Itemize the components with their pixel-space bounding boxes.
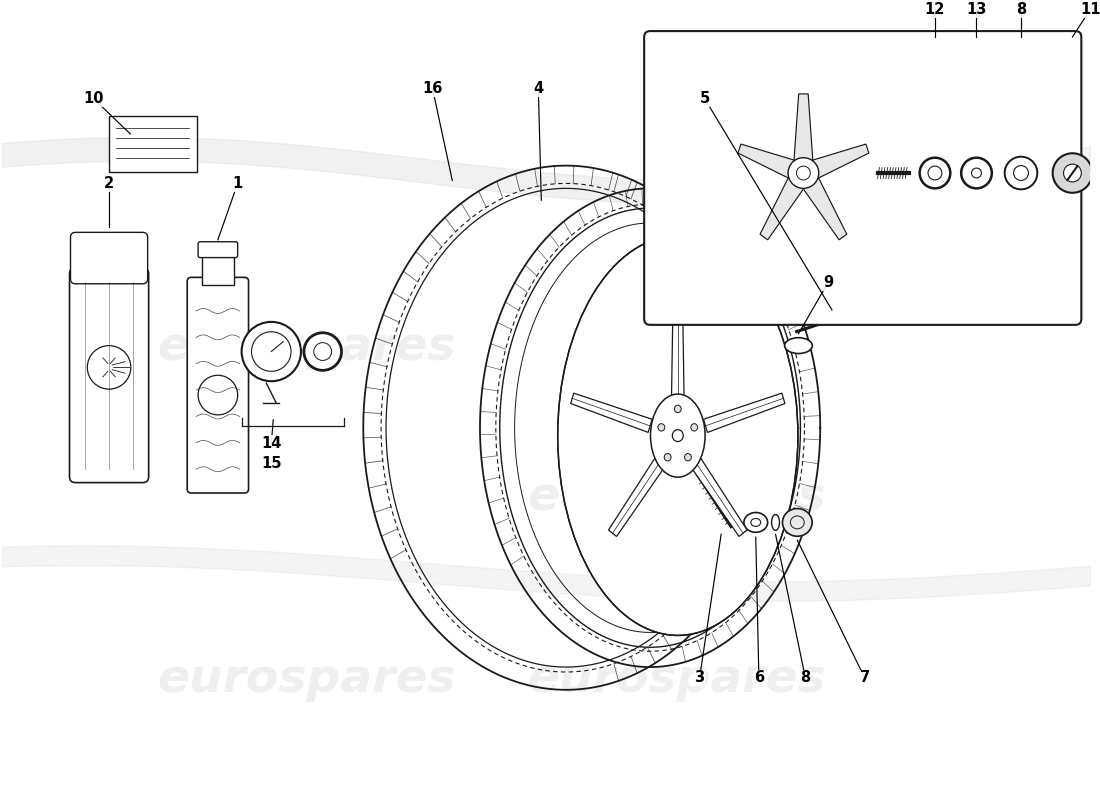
Text: 5: 5 [700, 91, 710, 106]
Text: eurospares: eurospares [528, 658, 826, 702]
Ellipse shape [782, 509, 812, 536]
Text: 1: 1 [232, 176, 243, 191]
Circle shape [1013, 166, 1028, 181]
Ellipse shape [751, 518, 761, 526]
Polygon shape [608, 457, 666, 537]
Text: 15: 15 [261, 456, 282, 471]
FancyBboxPatch shape [187, 278, 249, 493]
Text: 2: 2 [104, 176, 114, 191]
Polygon shape [813, 144, 869, 178]
Ellipse shape [691, 424, 697, 431]
Text: 8: 8 [801, 670, 811, 686]
Text: 10: 10 [82, 91, 103, 106]
Polygon shape [690, 457, 747, 537]
Circle shape [788, 158, 818, 188]
Text: 6: 6 [754, 670, 764, 686]
Circle shape [961, 158, 992, 188]
Text: eurospares: eurospares [157, 325, 456, 370]
Ellipse shape [771, 514, 780, 530]
FancyBboxPatch shape [70, 232, 147, 284]
FancyBboxPatch shape [69, 268, 148, 482]
Text: eurospares: eurospares [157, 658, 456, 702]
Ellipse shape [784, 338, 812, 354]
Text: 9: 9 [823, 275, 833, 290]
Text: 7: 7 [860, 670, 870, 686]
Ellipse shape [664, 454, 671, 461]
Circle shape [1053, 154, 1092, 193]
FancyBboxPatch shape [109, 116, 197, 171]
Circle shape [971, 168, 981, 178]
Circle shape [1004, 157, 1037, 190]
Polygon shape [794, 94, 813, 160]
FancyBboxPatch shape [202, 252, 233, 286]
Text: 16: 16 [422, 81, 442, 96]
Text: eurospares: eurospares [528, 475, 826, 521]
Ellipse shape [650, 394, 705, 477]
Polygon shape [671, 315, 684, 404]
Polygon shape [760, 178, 803, 240]
Ellipse shape [684, 454, 692, 461]
Circle shape [242, 322, 301, 382]
FancyBboxPatch shape [645, 31, 1081, 325]
Text: 12: 12 [925, 2, 945, 17]
Text: 3: 3 [694, 670, 705, 686]
Ellipse shape [558, 236, 798, 635]
Polygon shape [803, 178, 847, 240]
Circle shape [314, 342, 331, 361]
Text: 4: 4 [534, 81, 543, 96]
Circle shape [920, 158, 950, 188]
Ellipse shape [674, 406, 681, 413]
Text: 8: 8 [1016, 2, 1026, 17]
Text: 13: 13 [966, 2, 987, 17]
Text: 14: 14 [261, 436, 282, 451]
Text: 11: 11 [1080, 2, 1100, 17]
Ellipse shape [672, 430, 683, 442]
Polygon shape [571, 393, 652, 433]
Ellipse shape [658, 424, 664, 431]
FancyBboxPatch shape [198, 242, 238, 258]
Polygon shape [738, 144, 794, 178]
Circle shape [1064, 164, 1081, 182]
Ellipse shape [744, 513, 768, 532]
Circle shape [304, 333, 341, 370]
Circle shape [928, 166, 942, 180]
Polygon shape [704, 393, 785, 433]
